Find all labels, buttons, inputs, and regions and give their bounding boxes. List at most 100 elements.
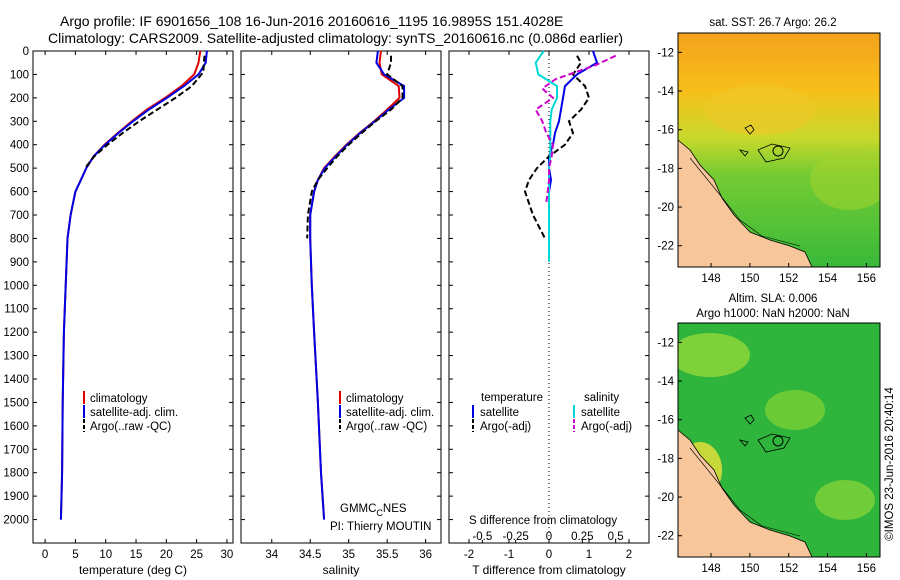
sla-high-patch [678,333,750,377]
depth-tick-label: 100 [10,69,29,81]
sst-land [678,139,813,267]
salinity-x-axis: 34 34.5 35 35.5 36 [265,51,432,561]
depth-tick-label: 400 [10,140,29,152]
x-tick-label: 1 [586,549,592,561]
legend-s-argo: Argo(-adj) [581,421,632,433]
legend-t-argo: Argo(-adj) [480,421,531,433]
sla-land [678,429,813,557]
sst-map-ticks: 148 150 152 154 156 -12 -14 -16 -18 -20 -22 [657,47,876,285]
credit-gmmc-main: GMMC [340,503,376,515]
temperature-lines [59,50,208,520]
difference-legend: temperature salinity satellite Argo(-adj… [472,392,632,433]
sla-high-patch [815,480,875,520]
legend-temperature-heading: temperature [481,392,543,404]
sla-high-patch [765,390,825,430]
depth-tick-label: 1400 [3,374,29,386]
map-x-tick-label: 156 [857,563,876,575]
credit-gmmc-sub: C [376,508,383,518]
map-y-tick-label: -20 [657,202,674,214]
sst-map: 148 150 152 154 156 -12 -14 -16 -18 -20 -22 [657,32,881,285]
s-tick-label: -0.25 [503,531,529,543]
map-y-tick-label: -18 [657,163,674,175]
credit-pi: PI: Thierry MOUTIN [330,521,431,533]
x-tick-label: 34 [265,549,278,561]
sst-map-title: sat. SST: 26.7 Argo: 26.2 [709,17,836,29]
legend-argo: Argo(..raw -QC) [90,421,171,433]
sla-map-title-1: Altim. SLA: 0.006 [729,293,818,305]
sst-map-frame [677,32,881,268]
depth-tick-label: 300 [10,116,29,128]
depth-tick-label: 1600 [3,421,29,433]
depth-tick-label: 700 [10,210,29,222]
salinity-depth-ticks [241,50,441,521]
map-x-tick-label: 148 [701,273,720,285]
x-tick-label: 35 [342,549,355,561]
legend-climatology: climatology [346,393,404,405]
legend-salinity-heading: salinity [584,392,619,404]
map-y-tick-label: -16 [657,125,674,137]
sst-reefs [738,124,791,163]
x-tick-label: 5 [72,549,78,561]
legend-s-satellite: satellite [581,407,620,419]
depth-tick-label: 1300 [3,351,29,363]
map-y-tick-label: -12 [657,47,674,59]
map-x-tick-label: 154 [818,273,838,285]
map-x-tick-label: 152 [779,273,798,285]
map-x-tick-label: 152 [779,563,798,575]
x-tick-label: 15 [130,549,143,561]
sla-argo-marker [772,435,784,447]
legend-satellite: satellite-adj. clim. [90,407,178,419]
series-satellite-adj-clim- [59,50,208,520]
difference-axes-box [448,50,650,544]
x-tick-label: 25 [190,549,203,561]
map-y-tick-label: -20 [657,492,674,504]
sst-patch [810,150,880,210]
map-y-tick-label: -18 [657,453,674,465]
depth-tick-label: 1700 [3,444,29,456]
map-y-tick-label: -16 [657,415,674,427]
difference-lines [523,50,617,262]
temperature-legend: climatology satellite-adj. clim. Argo(..… [83,391,178,433]
salinity-xlabel: salinity [323,563,360,577]
depth-tick-label: 1900 [3,491,29,503]
map-x-tick-label: 154 [818,563,838,575]
legend-satellite: satellite-adj. clim. [346,407,434,419]
difference-x-axis: -2 -1 0 1 2 [464,51,632,561]
x-tick-label: -2 [464,549,474,561]
map-x-tick-label: 156 [857,273,876,285]
depth-tick-label: 500 [10,163,29,175]
depth-tick-label: 0 [23,46,29,58]
legend-argo: Argo(..raw -QC) [346,421,427,433]
x-tick-label: 2 [626,549,632,561]
depth-tick-label: 900 [10,257,29,269]
legend-t-satellite: satellite [480,407,519,419]
salinity-axes-box [240,50,442,544]
depth-tick-label: 600 [10,187,29,199]
temperature-panel: 0100200300400500600700800900100011001200… [3,46,234,577]
sst-reef-contour [689,157,801,247]
sst-warm-patch [705,85,815,135]
series-climatology [59,50,202,520]
depth-axis: 0 100 200 300 400 500 600 700 800 900 1000 1100 1200… [3,46,233,527]
difference-depth-ticks [449,50,649,521]
map-y-tick-label: -22 [657,531,674,543]
depth-tick-label: 1800 [3,468,29,480]
s-tick-label: -0.5 [472,531,492,543]
s-tick-label: 0.25 [571,531,593,543]
sla-map: 148 150 152 154 156 -12 -14 -16 -18 -20 -22 [657,322,881,575]
salinity-legend: climatology satellite-adj. clim. Argo(..… [339,391,434,433]
sst-argo-marker [772,145,784,157]
salinity-lines [306,50,406,520]
x-tick-label: 30 [221,549,234,561]
temperature-x-axis: 0 5 10 15 20 25 30 [42,51,233,561]
x-tick-label: 0 [42,549,48,561]
depth-tick-label: 1100 [4,304,29,316]
sla-map-ticks: 148 150 152 154 156 -12 -14 -16 -18 -20 -22 [657,337,876,575]
t-difference-xlabel: T difference from climatology [472,563,626,577]
series-argo-raw-qc- [306,55,404,239]
x-tick-label: 10 [99,549,112,561]
title-line-2: Climatology: CARS2009. Satellite-adjuste… [48,30,623,46]
depth-tick-label: 2000 [3,515,29,527]
depth-tick-label: 200 [10,93,29,105]
